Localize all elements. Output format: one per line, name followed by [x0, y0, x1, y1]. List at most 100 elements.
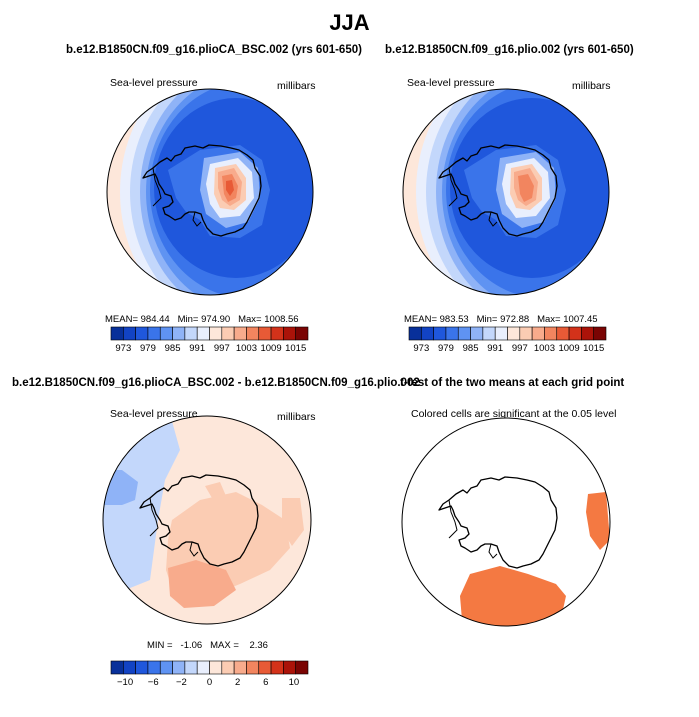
colorbar-1-tick-label: 979 — [140, 343, 156, 354]
panel-2-title: b.e12.B1850CN.f09_g16.plio.002 (yrs 601-… — [385, 44, 634, 56]
colorbar-3-box-15 — [295, 660, 309, 675]
colorbar-1-box-13 — [270, 326, 284, 341]
panel-1-min-value: 974.90 — [201, 314, 231, 325]
panel-2-variable-label: Sea-level pressure — [407, 77, 495, 89]
colorbar-3-box-10 — [233, 660, 247, 675]
colorbar-1-tick-label: 1009 — [260, 343, 281, 354]
colorbar-1-tick-label: 991 — [189, 343, 205, 354]
colorbar-1-box-14 — [283, 326, 296, 341]
panel-1-min-label: Min= — [177, 314, 199, 325]
panel-4-title: t-test of the two means at each grid poi… — [400, 377, 625, 389]
colorbar-2-tick-label: 997 — [512, 343, 528, 354]
colorbar-1-tick-label: 1003 — [236, 343, 257, 354]
colorbar-3-box-6 — [184, 660, 198, 675]
colorbar-1-box-8 — [209, 326, 223, 341]
colorbar-2-tick-label: 985 — [463, 343, 479, 354]
panel-1-variable-label: Sea-level pressure — [110, 77, 198, 89]
panel-2-mean-value: 983.53 — [439, 314, 469, 325]
panel-2-map — [402, 88, 610, 296]
panel-3-variable-label: Sea-level pressure — [110, 408, 198, 420]
colorbar-3-tick-label: −6 — [148, 677, 159, 688]
colorbar-1-box-12 — [258, 326, 272, 341]
panel-2-max-value: 1007.45 — [563, 314, 598, 325]
panel-4-significance-label: Colored cells are significant at the 0.0… — [411, 408, 617, 420]
colorbar-1-box-0 — [110, 326, 124, 341]
panel-1-map — [106, 88, 314, 296]
colorbar-1-box-2 — [135, 326, 149, 341]
colorbar-2-box-5 — [470, 326, 484, 341]
colorbar-2-tick-label: 973 — [413, 343, 429, 354]
colorbar-1-box-4 — [159, 326, 173, 341]
colorbar-3-tick-label: −10 — [117, 677, 133, 688]
colorbar-1-box-3 — [147, 326, 161, 341]
colorbar-2-box-6 — [482, 326, 496, 341]
colorbar-2-box-3 — [445, 326, 459, 341]
colorbar-2-box-14 — [581, 326, 594, 341]
panel-2-units-label: millibars — [572, 80, 611, 92]
colorbar-3-box-8 — [209, 660, 223, 675]
main-title: JJA — [329, 10, 370, 35]
panel-3-min-value: -1.06 — [180, 640, 203, 651]
colorbar-1-box-9 — [221, 326, 235, 341]
colorbar-2-box-7 — [494, 326, 508, 341]
colorbar-3-box-0 — [110, 660, 124, 675]
panel-1-units-label: millibars — [277, 80, 316, 92]
colorbar-3-box-12 — [258, 660, 272, 675]
colorbar-2-box-13 — [568, 326, 582, 341]
colorbar-2-box-1 — [421, 326, 434, 341]
colorbar-1-box-6 — [184, 326, 198, 341]
colorbar-3-tick-label: −2 — [176, 677, 187, 688]
colorbar-3-box-4 — [159, 660, 173, 675]
panel-3-min-label: MIN = — [147, 640, 173, 651]
panel-1-mean-label: MEAN= — [105, 314, 138, 325]
panel-2-min-value: 972.88 — [500, 314, 530, 325]
significant-region-south — [460, 566, 566, 626]
colorbar-2-tick-label: 991 — [487, 343, 503, 354]
panel-3-title: b.e12.B1850CN.f09_g16.plioCA_BSC.002 - b… — [12, 377, 420, 389]
colorbar-2-box-9 — [519, 326, 533, 341]
colorbar-2-box-2 — [433, 326, 447, 341]
colorbar-1-box-10 — [233, 326, 247, 341]
colorbar-3-box-5 — [172, 660, 186, 675]
panel-1-max-value: 1008.56 — [264, 314, 299, 325]
colorbar-3-box-9 — [221, 660, 235, 675]
colorbar-1-tick-label: 973 — [115, 343, 131, 354]
colorbar-2-box-10 — [531, 326, 545, 341]
panel-2-max-label: Max= — [537, 314, 561, 325]
panel-3-map — [102, 415, 312, 625]
colorbar-2-box-4 — [457, 326, 471, 341]
colorbar-3-box-3 — [147, 660, 161, 675]
panel-2-stats: MEAN= 983.53 Min= 972.88 Max= 1007.45 — [404, 314, 598, 325]
colorbar-2-box-15 — [593, 326, 607, 341]
panel-1-max-label: Max= — [238, 314, 262, 325]
panel-1-colorbar: 973 979 985 991 997 1003 1009 1015 — [110, 326, 309, 354]
panel-3-max-value: 2.36 — [249, 640, 268, 651]
colorbar-2-tick-label: 1015 — [583, 343, 604, 354]
colorbar-2-box-12 — [556, 326, 570, 341]
significant-region-east — [586, 492, 610, 550]
colorbar-1-box-11 — [246, 326, 260, 341]
colorbar-3-box-1 — [123, 660, 136, 675]
colorbar-3-box-2 — [135, 660, 149, 675]
panel-4-map — [401, 417, 611, 627]
panel-1-title: b.e12.B1850CN.f09_g16.plioCA_BSC.002 (yr… — [66, 44, 362, 56]
panel-3-units-label: millibars — [277, 411, 316, 423]
colorbar-3-box-13 — [270, 660, 284, 675]
panel-1-stats: MEAN= 984.44 Min= 974.90 Max= 1008.56 — [105, 314, 299, 325]
colorbar-3-tick-label: 10 — [289, 677, 300, 688]
colorbar-2-tick-label: 1003 — [534, 343, 555, 354]
colorbar-2-tick-label: 979 — [438, 343, 454, 354]
colorbar-3-box-14 — [283, 660, 296, 675]
colorbar-1-box-1 — [123, 326, 136, 341]
colorbar-3-box-7 — [196, 660, 210, 675]
colorbar-3-tick-label: 6 — [263, 677, 268, 688]
colorbar-2-box-8 — [507, 326, 521, 341]
colorbar-1-box-7 — [196, 326, 210, 341]
panel-3-max-label: MAX = — [210, 640, 239, 651]
panel-3-stats: MIN = -1.06 MAX = 2.36 — [147, 640, 268, 651]
panel-1-mean-value: 984.44 — [140, 314, 170, 325]
panel-2-min-label: Min= — [476, 314, 498, 325]
colorbar-2-box-0 — [408, 326, 422, 341]
colorbar-2-tick-label: 1009 — [558, 343, 579, 354]
